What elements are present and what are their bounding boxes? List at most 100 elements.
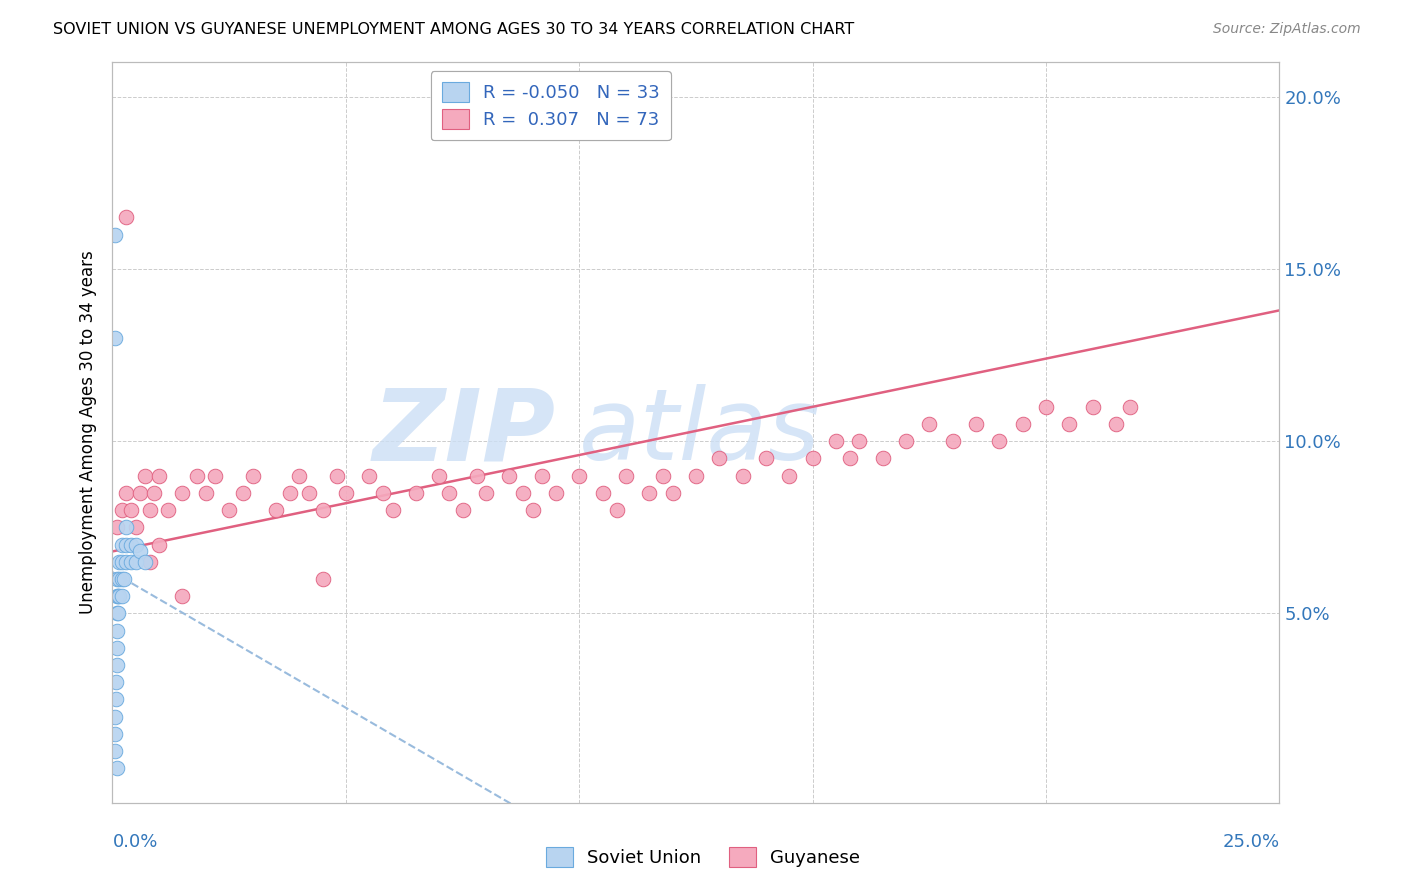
Point xyxy=(134,555,156,569)
Point xyxy=(405,486,427,500)
Point xyxy=(801,451,824,466)
Point xyxy=(134,468,156,483)
Point xyxy=(451,503,474,517)
Point xyxy=(172,589,194,603)
Point xyxy=(1035,400,1057,414)
Point xyxy=(120,537,142,551)
Legend: Soviet Union, Guyanese: Soviet Union, Guyanese xyxy=(538,839,868,874)
Point xyxy=(1119,400,1142,414)
Point xyxy=(297,486,319,500)
Text: SOVIET UNION VS GUYANESE UNEMPLOYMENT AMONG AGES 30 TO 34 YEARS CORRELATION CHAR: SOVIET UNION VS GUYANESE UNEMPLOYMENT AM… xyxy=(53,22,855,37)
Point xyxy=(778,468,800,483)
Point xyxy=(115,211,138,225)
Point xyxy=(825,434,848,449)
Point xyxy=(942,434,965,449)
Point xyxy=(125,520,148,534)
Point xyxy=(143,486,166,500)
Point xyxy=(638,486,661,500)
Point xyxy=(108,555,131,569)
Point xyxy=(105,658,128,673)
Text: atlas: atlas xyxy=(579,384,821,481)
Point xyxy=(242,468,264,483)
Point xyxy=(157,503,180,517)
Point xyxy=(965,417,987,431)
Point xyxy=(568,468,591,483)
Point xyxy=(918,417,941,431)
Point xyxy=(264,503,287,517)
Point xyxy=(204,468,226,483)
Point xyxy=(465,468,488,483)
Point xyxy=(139,555,162,569)
Point xyxy=(139,503,162,517)
Text: 25.0%: 25.0% xyxy=(1222,833,1279,851)
Point xyxy=(120,555,142,569)
Point xyxy=(104,331,127,345)
Point xyxy=(1059,417,1081,431)
Point xyxy=(614,468,637,483)
Point xyxy=(105,761,128,775)
Point xyxy=(288,468,311,483)
Point xyxy=(512,486,534,500)
Point xyxy=(105,520,128,534)
Point xyxy=(111,555,134,569)
Point xyxy=(108,572,131,586)
Point xyxy=(1011,417,1033,431)
Point xyxy=(148,468,170,483)
Text: Source: ZipAtlas.com: Source: ZipAtlas.com xyxy=(1213,22,1361,37)
Point xyxy=(120,503,142,517)
Text: 0.0%: 0.0% xyxy=(112,833,157,851)
Point xyxy=(373,486,395,500)
Point xyxy=(475,486,498,500)
Point xyxy=(194,486,217,500)
Point xyxy=(498,468,520,483)
Point xyxy=(755,451,778,466)
Point xyxy=(125,537,148,551)
Point xyxy=(731,468,754,483)
Point xyxy=(218,503,240,517)
Point xyxy=(278,486,301,500)
Text: ZIP: ZIP xyxy=(373,384,555,481)
Point xyxy=(105,607,128,621)
Point xyxy=(325,468,347,483)
Point xyxy=(172,486,194,500)
Point xyxy=(115,537,138,551)
Point xyxy=(104,227,127,242)
Point xyxy=(839,451,862,466)
Point xyxy=(107,607,129,621)
Point xyxy=(104,709,127,723)
Point xyxy=(1081,400,1104,414)
Y-axis label: Unemployment Among Ages 30 to 34 years: Unemployment Among Ages 30 to 34 years xyxy=(79,251,97,615)
Point xyxy=(105,589,128,603)
Point xyxy=(112,572,135,586)
Point xyxy=(311,572,333,586)
Point xyxy=(115,555,138,569)
Point xyxy=(685,468,707,483)
Point xyxy=(652,468,675,483)
Point xyxy=(104,744,127,758)
Point xyxy=(105,675,128,690)
Point xyxy=(606,503,628,517)
Point xyxy=(381,503,404,517)
Point xyxy=(988,434,1011,449)
Point xyxy=(111,503,134,517)
Point xyxy=(104,727,127,741)
Legend: R = -0.050   N = 33, R =  0.307   N = 73: R = -0.050 N = 33, R = 0.307 N = 73 xyxy=(430,71,671,140)
Point xyxy=(129,544,152,558)
Point xyxy=(115,520,138,534)
Point xyxy=(105,572,128,586)
Point xyxy=(311,503,333,517)
Point xyxy=(111,589,134,603)
Point xyxy=(427,468,450,483)
Point xyxy=(111,572,134,586)
Point xyxy=(108,589,131,603)
Point xyxy=(1105,417,1128,431)
Point xyxy=(437,486,460,500)
Point xyxy=(105,624,128,638)
Point xyxy=(359,468,381,483)
Point xyxy=(661,486,683,500)
Point xyxy=(115,486,138,500)
Point xyxy=(335,486,357,500)
Point xyxy=(105,640,128,655)
Point xyxy=(111,537,134,551)
Point xyxy=(872,451,894,466)
